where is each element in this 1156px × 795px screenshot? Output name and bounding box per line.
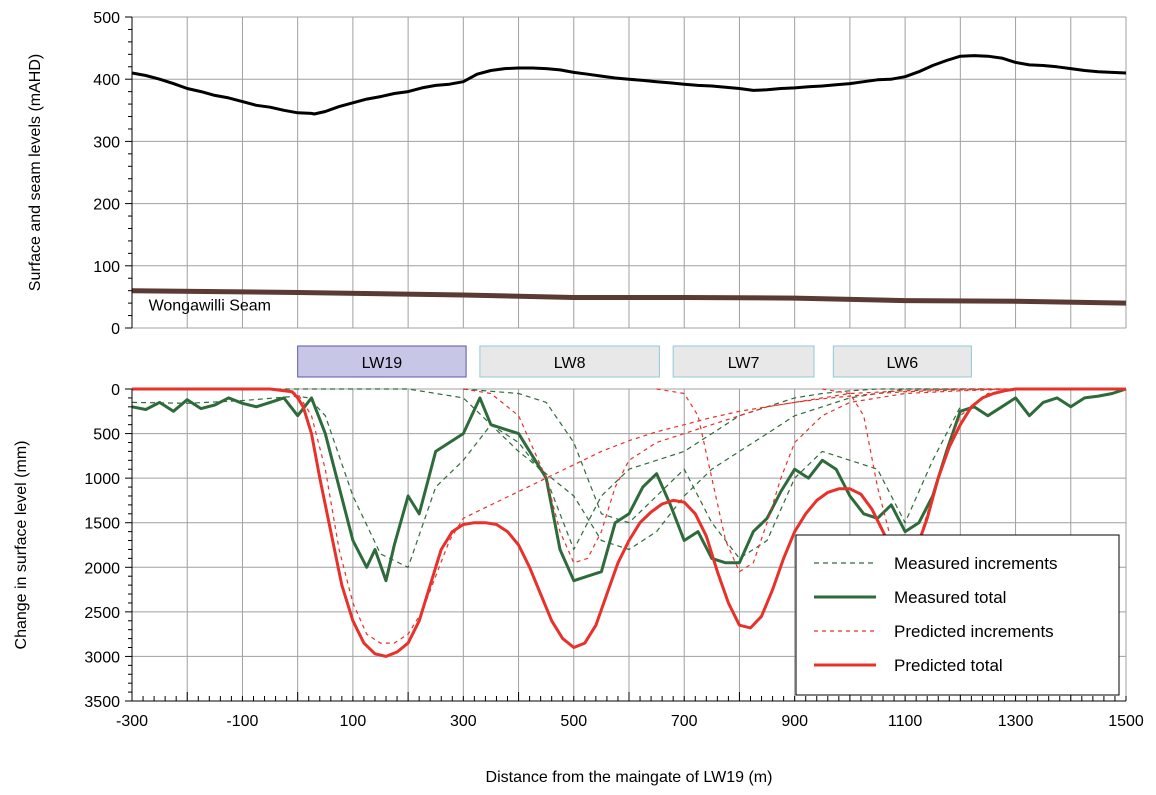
- top-y-tick-label: 500: [93, 10, 120, 27]
- predicted-increments-line: [656, 388, 1126, 573]
- legend-label: Measured total: [894, 588, 1006, 607]
- x-tick-label: 1500: [1108, 713, 1144, 730]
- x-tick-label: 500: [560, 713, 587, 730]
- x-tick-label: 100: [340, 713, 367, 730]
- seam-annotation: Wongawilli Seam: [149, 298, 271, 315]
- legend-label: Measured increments: [894, 554, 1057, 573]
- predicted-increments-line: [822, 388, 1126, 560]
- x-tick-label: 1100: [888, 713, 923, 730]
- x-tick-label: -300: [116, 713, 148, 730]
- surface-levels-chart: 0 100 200 300 400 500 Surface and seam levels…: [27, 10, 1127, 338]
- panel-lw6: [832, 345, 972, 378]
- top-series: [131, 54, 1127, 306]
- predicted-total-line: [132, 387, 1126, 658]
- bottom-y-tick-label: 1000: [84, 471, 120, 488]
- bottom-y-tick-label: 2500: [84, 605, 120, 622]
- panel-label-lw6: LW6: [886, 355, 918, 372]
- bottom-axes: 0 500 1000 1500 2000 2500 3000 3500 -300 -100 100 3…: [84, 382, 1143, 730]
- x-tick-label: 300: [450, 713, 477, 730]
- surface-level-line: [131, 54, 1127, 116]
- measured-total-line: [131, 387, 1127, 583]
- top-y-tick-label: 300: [93, 134, 120, 151]
- x-tick-label: 1300: [998, 713, 1034, 730]
- measured-increments-line: [131, 388, 988, 568]
- panel-label-lw8: LW8: [554, 355, 586, 372]
- legend-box: [795, 534, 1120, 696]
- bottom-y-tick-label: 2000: [84, 560, 120, 577]
- bottom-y-tick-label: 3000: [84, 649, 120, 666]
- legend-label: Predicted increments: [894, 622, 1054, 641]
- legend: Measured increments Measured total Predict…: [795, 534, 1120, 696]
- bottom-y-tick-label: 0: [111, 382, 120, 399]
- subsidence-chart: 0 500 1000 1500 2000 2500 3000 3500 -300 -100 100 3…: [13, 382, 1144, 786]
- predicted-increments-line: [463, 388, 1126, 564]
- x-tick-label: 900: [781, 713, 808, 730]
- bottom-y-axis-label: Change in surface level (mm): [13, 441, 30, 650]
- legend-label: Predicted total: [894, 656, 1003, 675]
- panel-lw19: [297, 345, 467, 378]
- top-y-axis-label: Surface and seam levels (mAHD): [27, 54, 44, 291]
- top-y-tick-label: 400: [93, 72, 120, 89]
- longwall-panels: LW19 LW8 LW7 LW6: [297, 345, 972, 378]
- x-tick-label: 700: [671, 713, 698, 730]
- bottom-y-tick-label: 1500: [84, 516, 120, 533]
- panel-label-lw7: LW7: [728, 355, 760, 372]
- seam-level-line: [131, 288, 1127, 306]
- top-grid: [131, 16, 1127, 329]
- top-y-tick-label: 0: [111, 321, 120, 338]
- x-tick-label: -100: [226, 713, 258, 730]
- top-y-tick-label: 100: [93, 259, 120, 276]
- bottom-y-tick-label: 500: [93, 427, 120, 444]
- measured-increments-line: [463, 388, 961, 560]
- measured-increments-line: [132, 388, 1126, 551]
- panel-lw7: [672, 345, 815, 378]
- panel-lw8: [479, 345, 660, 378]
- top-y-tick-label: 200: [93, 197, 120, 214]
- top-axes: 0 100 200 300 400 500: [93, 10, 133, 338]
- bottom-y-tick-label: 3500: [84, 694, 120, 711]
- x-axis-label: Distance from the maingate of LW19 (m): [486, 769, 773, 786]
- panel-label-lw19: LW19: [362, 355, 403, 372]
